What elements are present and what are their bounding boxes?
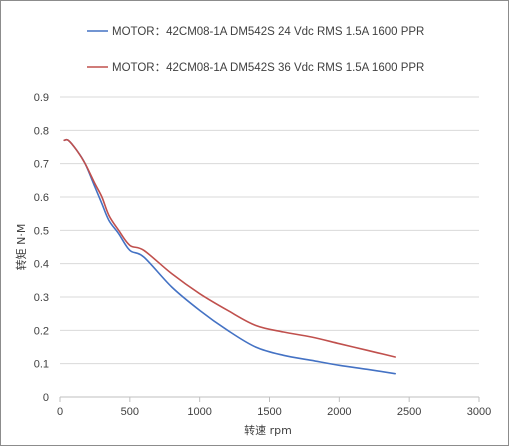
y-tick-label: 0.2 <box>34 325 49 337</box>
y-tick-labels: 0 0.1 0.2 0.3 0.4 0.5 0.6 0.7 0.8 0.9 <box>34 92 49 404</box>
legend-label-series-2: MOTOR：42CM08-1A DM542S 36 Vdc RMS 1.5A 1… <box>112 62 424 74</box>
y-tick-label: 0 <box>43 392 49 404</box>
series-line-1 <box>63 138 396 375</box>
x-tick-label: 0 <box>57 406 63 418</box>
y-tick-label: 0.3 <box>34 292 49 304</box>
gridlines <box>60 96 479 365</box>
axes <box>59 396 480 402</box>
x-tick-labels: 0 500 1000 1500 2000 2500 3000 <box>57 406 491 418</box>
x-tick-label: 1500 <box>257 406 281 418</box>
x-tick-label: 500 <box>121 406 139 418</box>
series-lines <box>63 138 396 375</box>
legend: MOTOR：42CM08-1A DM542S 24 Vdc RMS 1.5A 1… <box>87 26 424 74</box>
y-tick-label: 0.4 <box>34 259 49 271</box>
y-axis-title: 转矩 N·M <box>14 224 28 271</box>
x-axis-title: 转速 rpm <box>244 423 292 437</box>
x-tick-label: 2000 <box>327 406 351 418</box>
y-tick-label: 0.7 <box>34 159 49 171</box>
y-tick-label: 0.5 <box>34 225 49 237</box>
x-tick-label: 3000 <box>467 406 491 418</box>
y-tick-label: 0.9 <box>34 92 49 104</box>
y-tick-label: 0.8 <box>34 125 49 137</box>
x-tick-label: 2500 <box>397 406 421 418</box>
y-tick-label: 0.6 <box>34 192 49 204</box>
x-tick-label: 1000 <box>187 406 211 418</box>
series-line-2 <box>63 138 396 358</box>
legend-label-series-1: MOTOR：42CM08-1A DM542S 24 Vdc RMS 1.5A 1… <box>112 26 424 38</box>
y-tick-label: 0.1 <box>34 359 49 371</box>
